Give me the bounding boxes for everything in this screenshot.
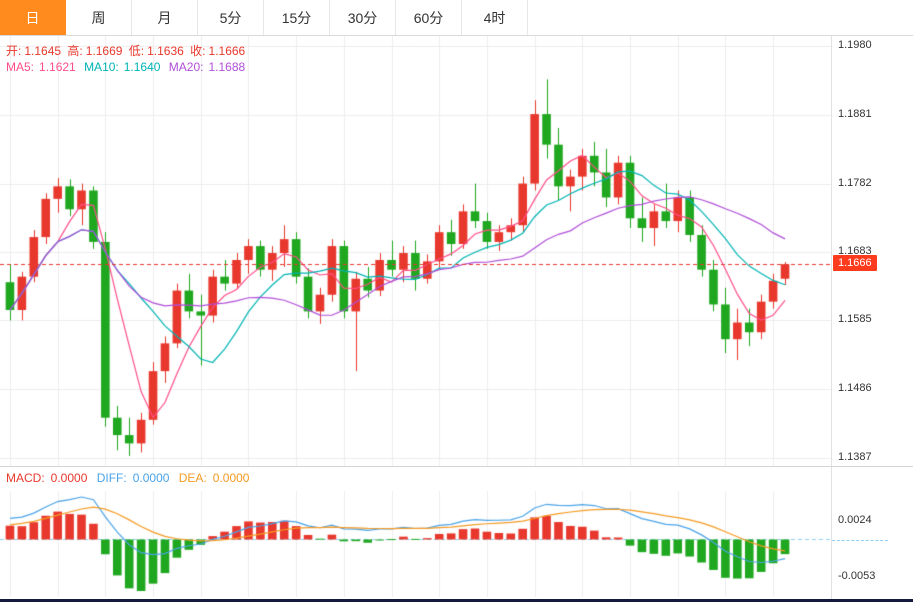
ma5-value: 1.1621	[39, 60, 76, 74]
macd-chart-canvas[interactable]	[0, 491, 831, 597]
bottom-border	[0, 599, 913, 602]
ma-readout: MA5: 1.1621 MA10: 1.1640 MA20: 1.1688	[6, 60, 250, 74]
macd-section: MACD: 0.0000 DIFF: 0.0000 DEA: 0.0000 0.002…	[0, 466, 913, 599]
macd-readout: MACD: 0.0000 DIFF: 0.0000 DEA: 0.0000	[6, 471, 255, 485]
ohlc-readout: 开: 1.1645 高: 1.1669 低: 1.1636 收: 1.1666	[6, 42, 248, 59]
macd-value: 0.0000	[50, 471, 88, 485]
price-axis-label: 1.1782	[838, 176, 872, 189]
high-value: 1.1669	[85, 44, 123, 58]
tab-60min[interactable]: 60分	[396, 0, 462, 35]
dea-value: 0.0000	[212, 471, 250, 485]
price-axis: 1.1980 1.1881 1.1782 1.1683 1.1585 1.1486 1.13…	[831, 36, 913, 466]
diff-value: 0.0000	[132, 471, 170, 485]
price-axis-label: 1.1387	[838, 451, 872, 463]
price-chart-section: 开: 1.1645 高: 1.1669 低: 1.1636 收: 1.1666 MA5:…	[0, 36, 913, 466]
macd-axis: 0.0024 -0.0053	[831, 467, 913, 599]
ma10-value: 1.1640	[123, 60, 161, 74]
close-value: 1.1666	[208, 44, 246, 58]
low-value: 1.1636	[147, 44, 184, 58]
high-label: 高:	[67, 44, 83, 58]
close-label: 收:	[190, 44, 206, 58]
macd-label: MACD:	[6, 471, 45, 485]
low-label: 低:	[128, 44, 145, 58]
price-axis-label: 1.1683	[838, 245, 872, 258]
open-value: 1.1645	[24, 44, 62, 58]
macd-axis-label: 0.0024	[838, 514, 872, 527]
ma20-value: 1.1688	[208, 60, 246, 74]
tab-day[interactable]: 日	[0, 0, 66, 35]
timeframe-tab-bar: 日周月 5分 15分 30分 60分 4时	[0, 0, 913, 36]
tab-15min[interactable]: 15分	[264, 0, 330, 35]
candlestick-chart-canvas[interactable]	[0, 36, 831, 466]
dea-label: DEA:	[178, 471, 207, 485]
price-axis-label: 1.1486	[838, 382, 872, 395]
price-axis-label: 1.1585	[838, 313, 872, 326]
open-label: 开:	[6, 44, 22, 58]
diff-label: DIFF:	[96, 471, 127, 485]
price-axis-label: 1.1881	[838, 107, 872, 120]
current-price-tag: 1.1666	[833, 255, 877, 272]
price-axis-label: 1.1980	[838, 39, 872, 51]
tab-5min[interactable]: 5分	[198, 0, 264, 35]
tab-week[interactable]: 周	[66, 0, 132, 35]
macd-zero-line-extension	[832, 539, 888, 541]
macd-axis-label: -0.0053	[838, 570, 876, 583]
ma5-label: MA5:	[6, 60, 35, 74]
tab-30min[interactable]: 30分	[330, 0, 396, 35]
ma20-label: MA20:	[168, 60, 204, 74]
tab-month[interactable]: 月	[132, 0, 198, 35]
tab-4hour[interactable]: 4时	[462, 0, 528, 35]
ma10-label: MA10:	[84, 60, 119, 74]
